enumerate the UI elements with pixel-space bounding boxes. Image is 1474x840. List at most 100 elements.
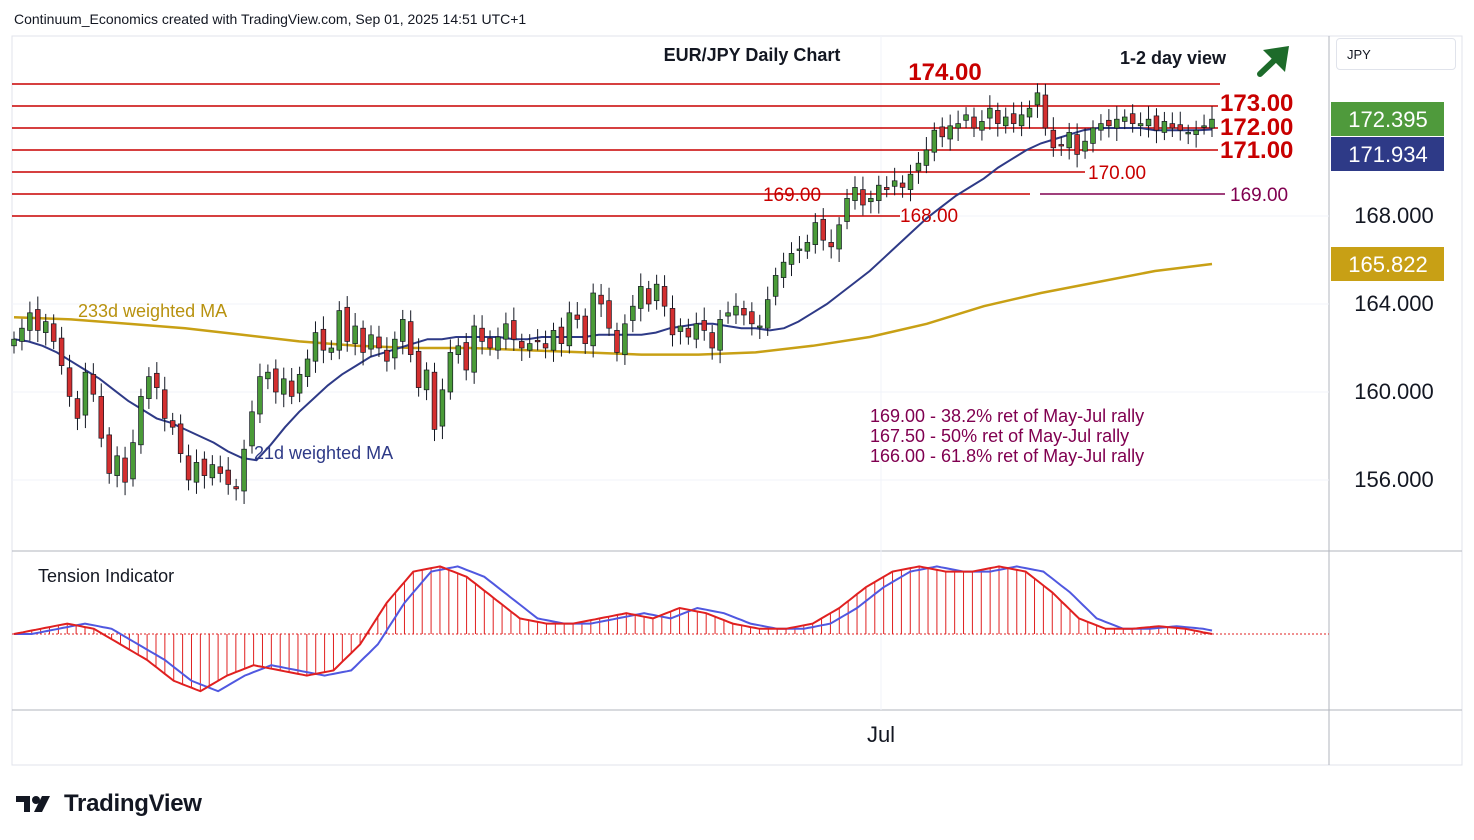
candle-body [582, 315, 588, 344]
candle-body [225, 469, 231, 485]
candle [98, 383, 105, 448]
candle [1082, 128, 1088, 159]
candle [384, 337, 390, 372]
candle [376, 325, 382, 358]
candle [1106, 109, 1112, 138]
candle [1121, 109, 1128, 130]
candle [66, 354, 73, 407]
candle-body [281, 378, 287, 395]
candle [820, 208, 826, 251]
candle [717, 309, 723, 364]
price-badge-label: 172.395 [1348, 107, 1428, 132]
candle [709, 324, 715, 360]
candle-body [471, 325, 477, 373]
candle-body [923, 149, 930, 166]
candle-body [780, 261, 787, 278]
candle [201, 451, 208, 489]
candle [868, 190, 874, 214]
candle-body [217, 466, 224, 474]
candle [74, 390, 81, 431]
candle [154, 362, 160, 400]
candle [614, 322, 620, 362]
candle-body [288, 380, 295, 397]
candle-body [741, 308, 747, 316]
candle-body [1201, 125, 1207, 128]
candle-body [1074, 134, 1080, 155]
candle [312, 321, 319, 373]
tradingview-logo-icon [16, 796, 50, 812]
candle [1058, 136, 1064, 156]
candle [979, 110, 985, 141]
candle-body [733, 305, 739, 316]
candle [233, 478, 239, 501]
candle [114, 446, 120, 488]
candle-body [820, 218, 826, 241]
candle [542, 330, 549, 359]
candle-body [566, 312, 573, 347]
candle [757, 314, 763, 339]
candle-body [542, 343, 549, 349]
candle [288, 368, 295, 405]
candle-body [804, 242, 811, 252]
candle-body [1042, 94, 1049, 129]
candle-body [241, 448, 247, 492]
candle [590, 283, 596, 358]
candle [939, 117, 945, 148]
candle-body [701, 320, 707, 331]
candle-body [1129, 113, 1136, 124]
candle-body [550, 330, 557, 351]
candle-body [606, 300, 612, 329]
candle-body [1010, 113, 1017, 124]
candle-body [423, 369, 430, 391]
tension-signal-line [14, 565, 1213, 693]
candle [1185, 124, 1191, 145]
candle-body [495, 336, 501, 351]
candle [685, 318, 692, 345]
candle-body [772, 275, 779, 297]
candle-body [193, 462, 200, 483]
candle-body [296, 374, 303, 394]
candle-body [1121, 116, 1128, 122]
candle [812, 213, 819, 254]
candle-body [1153, 115, 1160, 131]
candle-body [98, 396, 105, 439]
candle [883, 176, 890, 198]
candle [423, 362, 430, 401]
candle [217, 455, 224, 483]
candle-body [947, 125, 953, 140]
level-label-168.00: 168.00 [900, 206, 958, 227]
candle-body [138, 396, 144, 446]
candle [638, 273, 644, 322]
candle [241, 439, 247, 504]
candle [447, 339, 454, 400]
candle-body [154, 372, 160, 388]
candle-body [384, 349, 390, 362]
chart-header: Continuum_Economics created with Trading… [14, 11, 527, 27]
price-badge-label: 171.934 [1348, 142, 1428, 167]
annotation-618: 166.00 - 61.8% ret of May-Jul rally [870, 446, 1144, 466]
candle-body [344, 306, 350, 342]
candle-body [1177, 124, 1183, 131]
candle [328, 340, 335, 361]
price-badges: 172.395 171.934 165.822 [1331, 102, 1444, 281]
candle [733, 293, 739, 325]
tradingview-logo[interactable]: TradingView [14, 788, 202, 820]
candle [780, 252, 787, 288]
candle [90, 363, 97, 402]
currency-selector[interactable]: JPY [1336, 38, 1456, 70]
candle-body [336, 310, 343, 351]
candle-body [19, 327, 25, 342]
candle [899, 175, 906, 198]
candle-body [407, 321, 414, 355]
candle-body [598, 294, 604, 305]
price-badge-bg [1331, 137, 1444, 171]
candle [860, 176, 866, 216]
candle-body [312, 332, 319, 362]
candle [1201, 114, 1207, 135]
candle [320, 316, 327, 364]
candle [701, 307, 707, 341]
candle [947, 114, 953, 151]
candle [106, 427, 112, 484]
candle-body [891, 180, 898, 187]
candle-body [201, 458, 208, 476]
